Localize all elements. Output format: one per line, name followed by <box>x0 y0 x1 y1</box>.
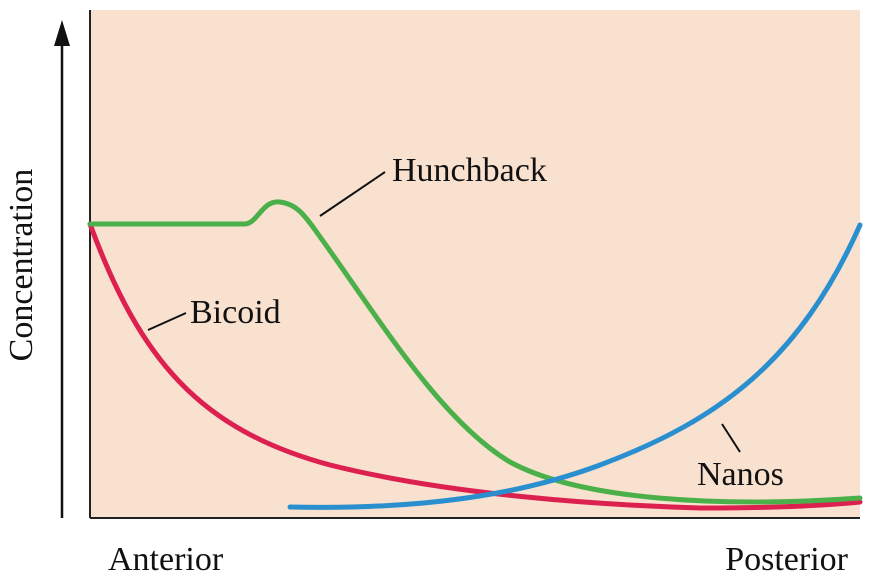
curve-label: Hunchback <box>392 152 547 189</box>
arrow-head <box>54 20 70 46</box>
x-end-label: Anterior <box>108 541 224 578</box>
nanos-curve <box>287 222 863 510</box>
leader-line <box>147 312 187 331</box>
leader-line <box>319 171 386 217</box>
curve-label: Nanos <box>697 456 784 493</box>
axis-label: Concentration <box>3 169 40 362</box>
plot-area <box>90 10 860 518</box>
curve-label: Bicoid <box>190 294 281 331</box>
hunchback-curve <box>87 199 863 505</box>
leader-line <box>721 423 741 453</box>
bicoid-curve <box>87 221 863 511</box>
x-end-label: Posterior <box>725 541 848 578</box>
